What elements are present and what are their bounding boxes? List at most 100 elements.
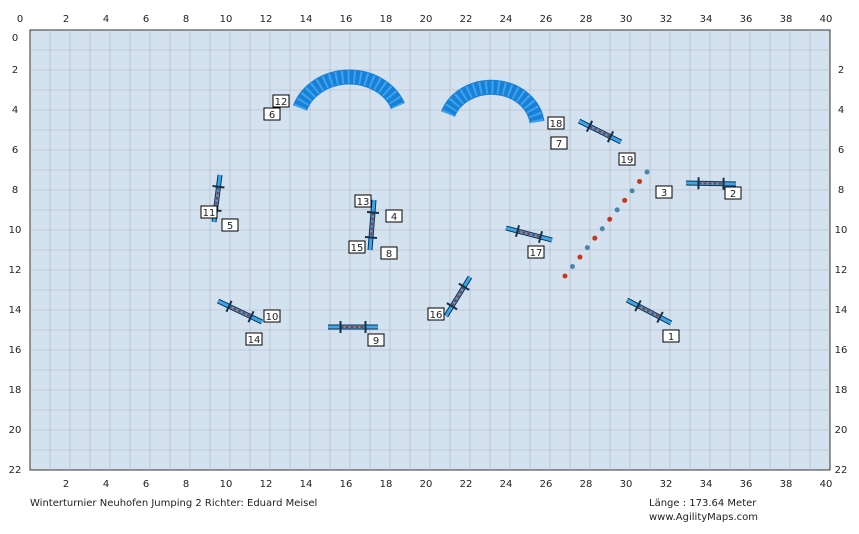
obstacle-number: 14 <box>248 335 261 346</box>
obstacle-number: 11 <box>203 208 216 219</box>
event-info: Winterturnier Neuhofen Jumping 2 Richter… <box>30 498 317 509</box>
bottom-tick-label: 20 <box>420 479 433 490</box>
bottom-tick-label: 2 <box>63 479 69 490</box>
obstacle-number: 18 <box>550 119 563 130</box>
right-tick-label: 18 <box>835 385 848 396</box>
top-tick-label: 18 <box>380 14 393 25</box>
bottom-tick-label: 10 <box>220 479 233 490</box>
top-tick-label: 32 <box>660 14 673 25</box>
obstacle-number: 19 <box>621 155 634 166</box>
left-tick-label: 20 <box>9 425 22 436</box>
bottom-tick-label: 6 <box>143 479 149 490</box>
obstacle-number: 2 <box>730 189 736 200</box>
right-tick-label: 6 <box>838 145 844 156</box>
right-tick-label: 20 <box>835 425 848 436</box>
bottom-tick-label: 14 <box>300 479 313 490</box>
top-tick-label: 16 <box>340 14 353 25</box>
obstacle-number: 4 <box>391 212 397 223</box>
website: www.AgilityMaps.com <box>649 512 758 523</box>
bottom-tick-label: 4 <box>103 479 109 490</box>
weave-pole <box>622 198 627 203</box>
top-tick-label: 2 <box>63 14 69 25</box>
obstacle-number: 5 <box>227 221 233 232</box>
top-tick-label: 38 <box>780 14 793 25</box>
grid <box>30 30 830 470</box>
right-tick-label: 16 <box>835 345 848 356</box>
top-tick-label: 12 <box>260 14 273 25</box>
obstacle-number: 13 <box>357 197 370 208</box>
weave-pole <box>577 255 582 260</box>
bottom-tick-label: 36 <box>740 479 753 490</box>
left-tick-label: 0 <box>12 33 18 44</box>
bottom-tick-label: 26 <box>540 479 553 490</box>
obstacle-number: 9 <box>373 336 379 347</box>
right-tick-label: 4 <box>838 105 844 116</box>
weave-pole <box>615 207 620 212</box>
obstacle-number: 15 <box>351 243 364 254</box>
obstacle-number: 10 <box>266 312 279 323</box>
left-tick-label: 4 <box>12 105 18 116</box>
bottom-tick-label: 32 <box>660 479 673 490</box>
weave-pole <box>600 226 605 231</box>
weave-pole <box>637 179 642 184</box>
obstacle-number: 6 <box>269 110 275 121</box>
left-tick-label: 18 <box>9 385 22 396</box>
top-tick-label: 14 <box>300 14 313 25</box>
obstacle-number: 7 <box>556 139 562 150</box>
weave-pole <box>585 245 590 250</box>
obstacle-number: 3 <box>661 188 667 199</box>
right-tick-label: 22 <box>835 465 848 476</box>
top-tick-label: 6 <box>143 14 149 25</box>
top-tick-label: 36 <box>740 14 753 25</box>
bottom-tick-label: 38 <box>780 479 793 490</box>
top-tick-label: 28 <box>580 14 593 25</box>
weave-pole <box>592 236 597 241</box>
jump-stand <box>365 237 377 238</box>
top-tick-label: 20 <box>420 14 433 25</box>
left-tick-label: 8 <box>12 185 18 196</box>
weave-pole <box>607 217 612 222</box>
top-tick-label: 0 <box>17 14 23 25</box>
right-tick-label: 14 <box>835 305 848 316</box>
bottom-tick-label: 22 <box>460 479 473 490</box>
obstacle-number: 8 <box>386 249 392 260</box>
top-tick-label: 10 <box>220 14 233 25</box>
top-tick-label: 8 <box>183 14 189 25</box>
top-tick-label: 4 <box>103 14 109 25</box>
top-tick-label: 30 <box>620 14 633 25</box>
weave-pole <box>563 274 568 279</box>
left-tick-label: 6 <box>12 145 18 156</box>
bottom-tick-label: 30 <box>620 479 633 490</box>
bottom-tick-label: 24 <box>500 479 513 490</box>
right-tick-label: 2 <box>838 65 844 76</box>
obstacle-number: 12 <box>275 97 288 108</box>
bottom-tick-label: 28 <box>580 479 593 490</box>
top-tick-label: 26 <box>540 14 553 25</box>
top-tick-label: 40 <box>820 14 833 25</box>
top-tick-label: 34 <box>700 14 713 25</box>
obstacle-number: 16 <box>430 310 443 321</box>
bottom-tick-label: 12 <box>260 479 273 490</box>
top-tick-label: 22 <box>460 14 473 25</box>
weave-pole <box>630 188 635 193</box>
course-length: Länge : 173.64 Meter <box>649 498 757 509</box>
bottom-tick-label: 40 <box>820 479 833 490</box>
left-tick-label: 10 <box>9 225 22 236</box>
right-tick-label: 8 <box>838 185 844 196</box>
bottom-tick-label: 18 <box>380 479 393 490</box>
left-tick-label: 14 <box>9 305 22 316</box>
bottom-tick-label: 8 <box>183 479 189 490</box>
obstacle-number: 17 <box>530 248 543 259</box>
bottom-tick-label: 16 <box>340 479 353 490</box>
right-tick-label: 12 <box>835 265 848 276</box>
right-tick-label: 10 <box>835 225 848 236</box>
jump-stand <box>367 212 379 213</box>
left-tick-label: 22 <box>9 465 22 476</box>
left-tick-label: 2 <box>12 65 18 76</box>
bottom-tick-label: 34 <box>700 479 713 490</box>
left-tick-label: 12 <box>9 265 22 276</box>
obstacle-number: 1 <box>668 332 674 343</box>
weave-pole <box>645 170 650 175</box>
